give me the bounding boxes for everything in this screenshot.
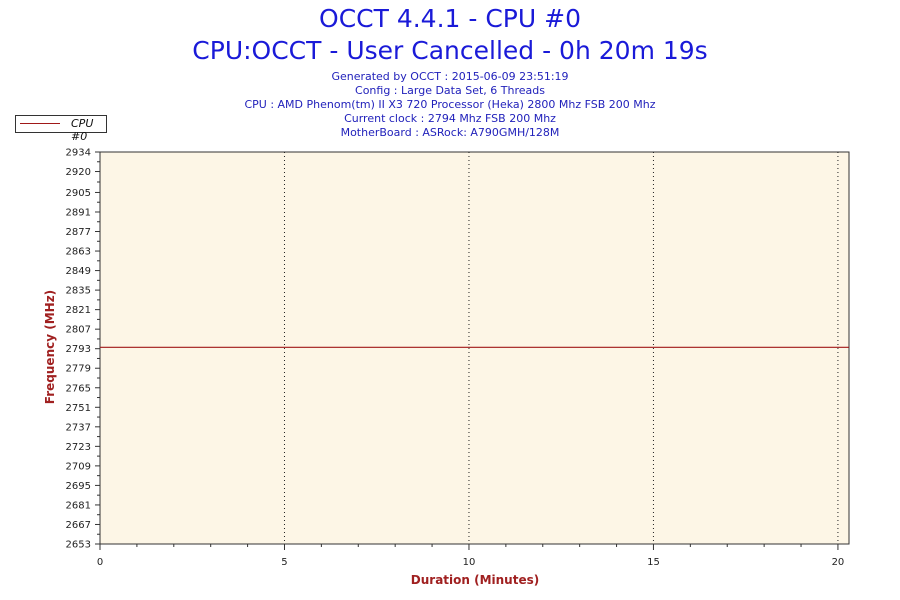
x-tick-label: 5 <box>281 557 287 568</box>
chart-subtitle: CPU:OCCT - User Cancelled - 0h 20m 19s <box>192 36 708 65</box>
y-tick-label: 2934 <box>66 148 91 159</box>
x-tick-label: 15 <box>647 557 660 568</box>
y-tick-label: 2849 <box>66 266 91 277</box>
x-tick-label: 20 <box>832 557 845 568</box>
y-tick-label: 2863 <box>66 247 91 258</box>
y-tick-label: 2793 <box>66 344 91 355</box>
y-tick-label: 2779 <box>66 364 91 375</box>
info-line-cpu: CPU : AMD Phenom(tm) II X3 720 Processor… <box>244 98 656 111</box>
y-tick-label: 2835 <box>66 286 91 297</box>
legend-swatch <box>20 123 60 124</box>
y-tick-label: 2765 <box>66 383 91 394</box>
y-tick-label: 2891 <box>66 207 91 218</box>
y-tick-label: 2695 <box>66 481 91 492</box>
y-tick-label: 2920 <box>66 167 91 178</box>
x-tick-label: 0 <box>97 557 103 568</box>
legend: CPU #0 <box>15 115 107 143</box>
y-tick-label: 2877 <box>66 227 91 238</box>
chart-title: OCCT 4.4.1 - CPU #0 <box>319 4 581 33</box>
y-tick-label: 2709 <box>66 461 91 472</box>
y-tick-label: 2737 <box>66 422 91 433</box>
info-line-clock: Current clock : 2794 Mhz FSB 200 Mhz <box>344 112 556 125</box>
y-tick-label: 2821 <box>66 305 91 316</box>
plot-area <box>99 151 850 545</box>
y-tick-label: 2905 <box>66 188 91 199</box>
y-tick-label: 2751 <box>66 403 91 414</box>
y-tick-label: 2807 <box>66 325 91 336</box>
x-tick-label: 10 <box>463 557 476 568</box>
info-line-config: Config : Large Data Set, 6 Threads <box>355 84 545 97</box>
y-tick-label: 2681 <box>66 500 91 511</box>
x-axis-label: Duration (Minutes) <box>410 573 540 587</box>
info-line-motherboard: MotherBoard : ASRock: A790GMH/128M <box>340 126 560 139</box>
y-tick-label: 2667 <box>66 520 91 531</box>
legend-label: CPU #0 <box>71 117 94 143</box>
info-line-generated: Generated by OCCT : 2015-06-09 23:51:19 <box>331 70 569 83</box>
y-tick-label: 2653 <box>66 540 91 551</box>
y-tick-label: 2723 <box>66 442 91 453</box>
y-axis-label: Frequency (MHz) <box>43 289 57 405</box>
